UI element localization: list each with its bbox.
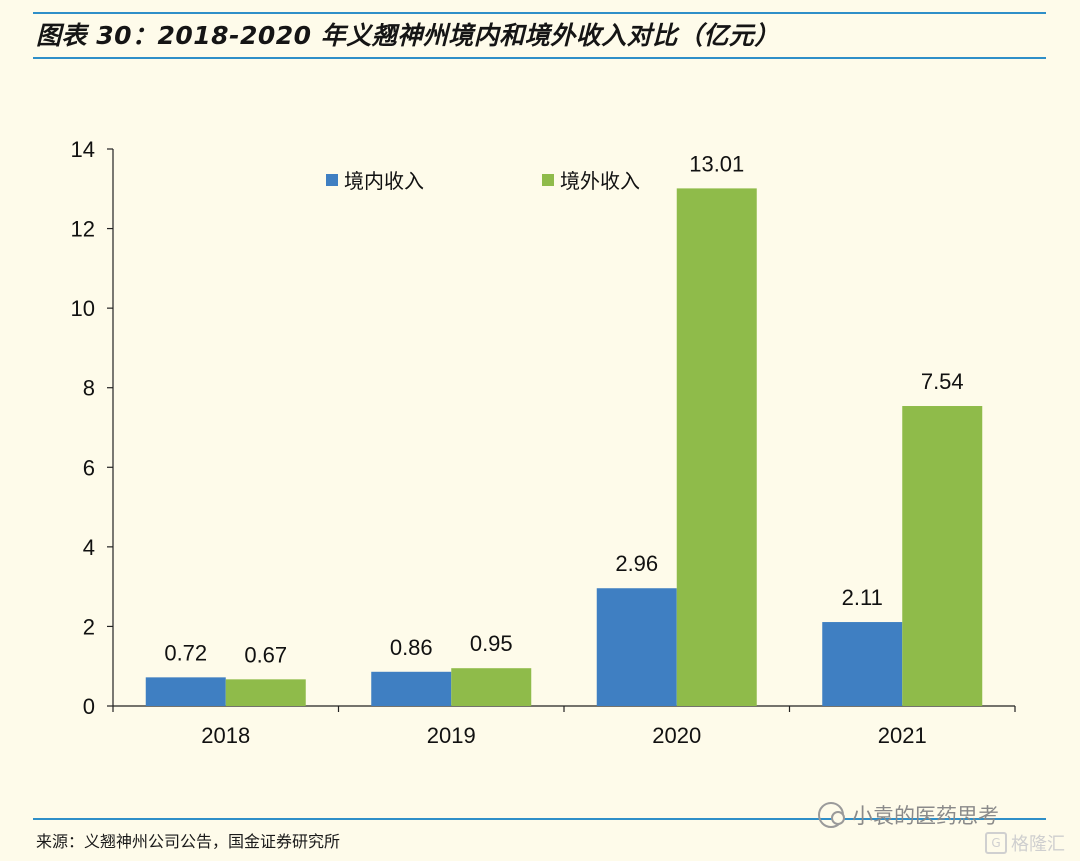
y-tick-label: 6 [83, 455, 95, 480]
source-note: 来源：义翘神州公司公告，国金证券研究所 [36, 832, 341, 851]
y-tick-label: 12 [71, 217, 95, 242]
data-label: 13.01 [689, 151, 744, 176]
data-label: 2.11 [842, 585, 883, 610]
top-rule [33, 12, 1046, 14]
badge: G 格隆汇 [985, 830, 1065, 856]
data-label: 0.95 [470, 631, 513, 656]
chart-title: 图表 30：2018-2020 年义翘神州境内和境外收入对比（亿元） [36, 21, 780, 50]
bar [676, 188, 757, 706]
data-labels: 0.72 0.67 0.86 0.95 2.96 13.01 2.11 7.54 [164, 151, 963, 667]
gelonghui-logo-icon: G [985, 832, 1007, 854]
bar [596, 588, 677, 706]
x-tick-label: 2020 [652, 723, 701, 748]
data-label: 7.54 [921, 369, 964, 394]
x-tick-label: 2021 [878, 723, 927, 748]
y-tick-label: 0 [83, 694, 95, 719]
y-tick-label: 8 [83, 376, 95, 401]
data-label: 2.96 [615, 551, 658, 576]
legend: 境内收入 境外收入 [326, 170, 640, 193]
x-tick-label: 2018 [201, 723, 250, 748]
bottom-rule [33, 818, 1046, 820]
bar [371, 671, 452, 706]
title-rule [33, 57, 1046, 59]
data-label: 0.67 [244, 642, 287, 667]
legend-label: 境外收入 [560, 170, 640, 193]
bar [145, 677, 226, 706]
y-tick-label: 10 [71, 296, 95, 321]
data-label: 0.72 [164, 640, 207, 665]
x-tick-label: 2019 [427, 723, 476, 748]
y-tick-label: 2 [83, 614, 95, 639]
bar [451, 668, 532, 706]
legend-swatch [326, 174, 338, 186]
wechat-logo-icon [818, 802, 845, 828]
legend-swatch [542, 174, 554, 186]
y-tick-label: 4 [83, 535, 95, 560]
bar [822, 622, 903, 706]
bar [902, 406, 983, 706]
watermark-text: 小袁的医药思考 [852, 804, 999, 828]
data-label: 0.86 [390, 635, 433, 660]
legend-label: 境内收入 [344, 170, 424, 193]
watermark: 小袁的医药思考 [818, 800, 999, 830]
y-tick-label: 14 [71, 137, 95, 162]
badge-text: 格隆汇 [1011, 834, 1065, 855]
bar [225, 679, 306, 706]
bars [145, 188, 983, 706]
